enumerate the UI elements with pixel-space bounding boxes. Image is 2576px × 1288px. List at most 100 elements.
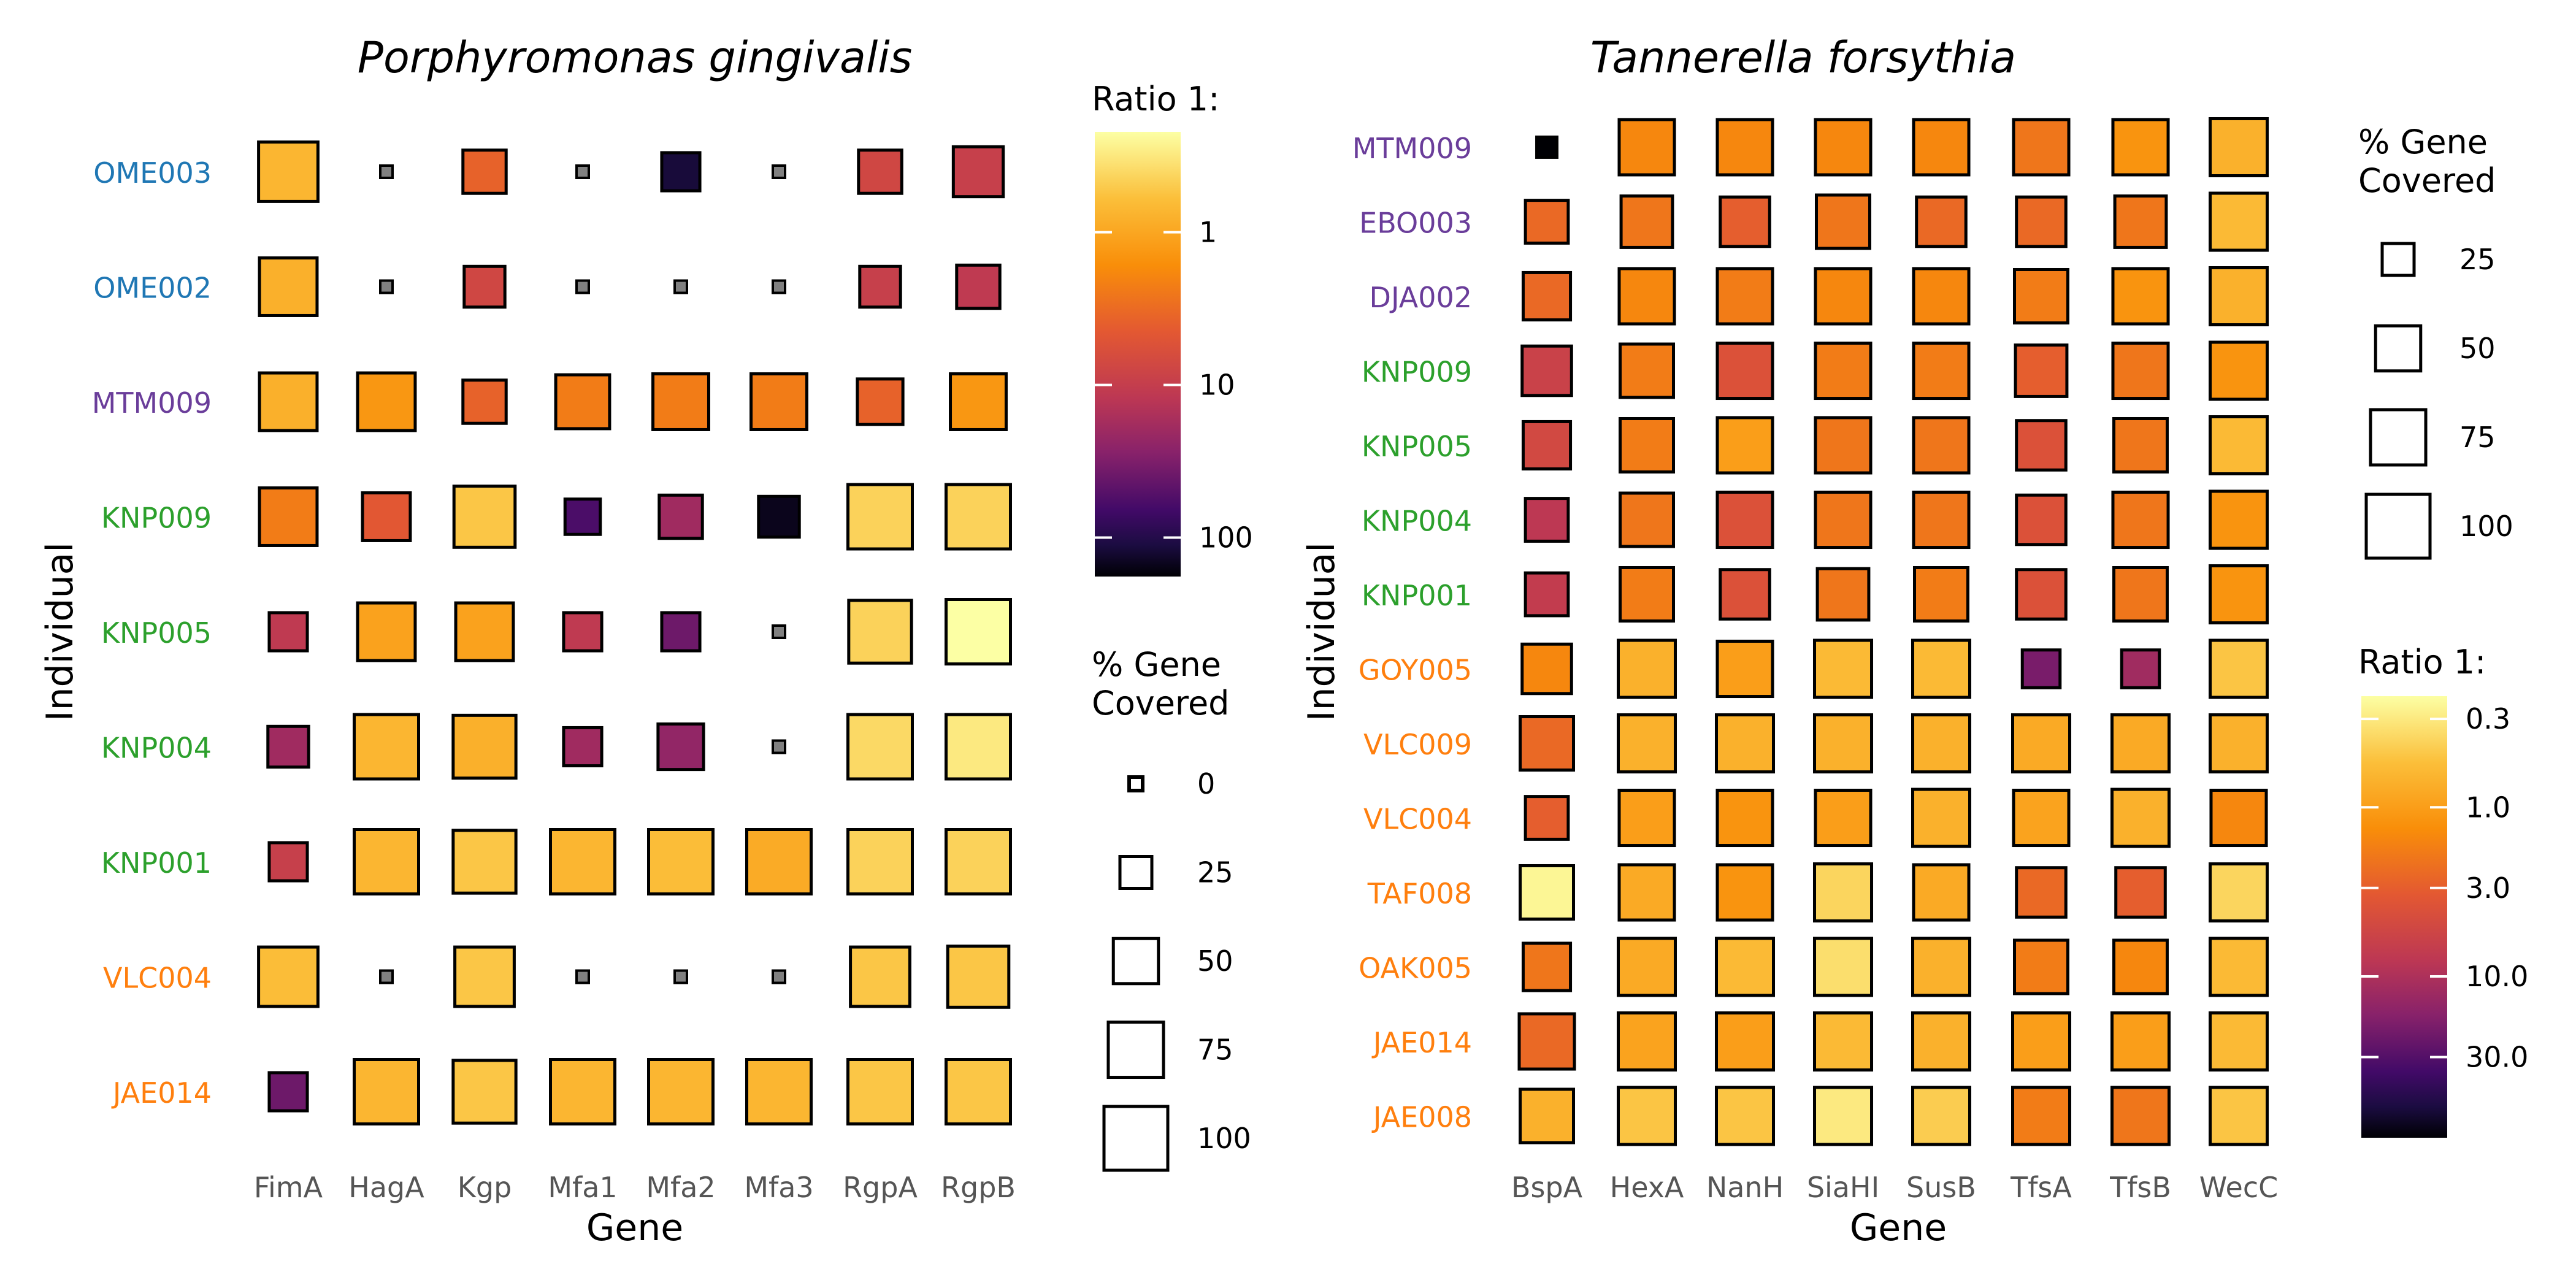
heat-cell <box>772 969 786 984</box>
individual-label: MTM009 <box>1352 132 1472 165</box>
heat-cell <box>451 713 518 780</box>
panel1-individual-labels: OME003 OME002 MTM009 KNP009 KNP005 KNP004 KNP0… <box>92 156 212 1110</box>
heat-cell <box>1812 1011 1874 1072</box>
heat-cell <box>647 1058 715 1125</box>
heat-cell <box>2012 938 2070 995</box>
heat-cell <box>267 1071 309 1113</box>
size-legend-label: 75 <box>1197 1033 1233 1067</box>
heat-cell <box>1616 1086 1677 1146</box>
heat-cell <box>2208 1011 2269 1072</box>
heat-cell <box>1618 342 1676 399</box>
heat-cell <box>575 969 590 984</box>
heat-cell <box>2120 648 2161 689</box>
heat-cell <box>945 1058 1012 1125</box>
heat-cell <box>772 164 786 179</box>
gene-label: Mfa3 <box>744 1171 813 1204</box>
heat-cell <box>453 945 516 1008</box>
heat-cell <box>660 151 702 193</box>
heat-cell <box>1815 567 1871 622</box>
heat-cell <box>1911 638 1972 699</box>
heat-cell <box>258 256 319 317</box>
heat-cell <box>1912 341 1971 401</box>
heat-cell <box>1714 713 1776 774</box>
heat-cell <box>2015 195 2068 248</box>
heat-cell <box>1617 267 1676 326</box>
panel1-size-legend-title-line2: Covered <box>1092 684 1229 723</box>
heat-cell <box>1719 195 1771 248</box>
size-legend-label: 25 <box>1197 856 1233 889</box>
individual-label: KNP001 <box>101 846 212 880</box>
heat-cell <box>1714 1011 1776 1072</box>
heat-cell <box>2208 564 2269 625</box>
heat-cell <box>1715 267 1774 326</box>
panel1-color-legend: Ratio 1: 1 10 100 <box>1092 80 1253 577</box>
individual-label: TAF008 <box>1367 877 1472 910</box>
heat-cell <box>1911 713 1972 774</box>
heat-cell <box>1518 715 1576 772</box>
individual-label: OME002 <box>93 272 212 305</box>
heat-cell <box>1911 937 1972 997</box>
heat-cell <box>945 828 1012 895</box>
heat-cell <box>2112 938 2169 995</box>
heat-cell <box>379 164 394 179</box>
panel1-color-legend-title: Ratio 1: <box>1092 80 1219 118</box>
gene-label: Mfa2 <box>646 1171 715 1204</box>
heat-cell <box>1715 118 1774 177</box>
heat-cell <box>1617 863 1676 922</box>
gene-label: RgpA <box>843 1171 918 1204</box>
heat-cell <box>846 828 914 895</box>
heat-cell <box>945 483 1012 551</box>
heat-cell <box>1618 565 1676 623</box>
panel2-size-legend-title-line2: Covered <box>2358 161 2496 200</box>
heat-cell <box>1715 341 1774 401</box>
heat-cell <box>2111 118 2170 177</box>
gene-label: Kgp <box>458 1171 512 1204</box>
panel2-x-axis-label: Gene <box>1850 1206 1947 1249</box>
heat-cell <box>451 1059 518 1125</box>
heat-cell <box>1814 267 1873 326</box>
heat-cell <box>2011 713 2072 774</box>
heat-cell <box>1617 788 1676 848</box>
panel2-size-legend-title-line1: % Gene <box>2358 123 2488 161</box>
size-legend-key <box>2380 242 2416 277</box>
heat-cell <box>2114 866 2167 919</box>
gene-label: TfsA <box>2010 1171 2072 1204</box>
heat-cell <box>673 279 688 294</box>
colorbar-tick-label: 1.0 <box>2466 791 2510 824</box>
heat-cell <box>857 148 903 195</box>
heat-cell <box>647 828 715 895</box>
heat-cell <box>1812 1086 1874 1146</box>
heat-cell <box>2012 788 2071 848</box>
heat-cell <box>749 372 808 431</box>
gene-label: TfsB <box>2109 1171 2171 1204</box>
heat-cell <box>772 739 786 754</box>
panel1-colorbar <box>1095 132 1181 577</box>
heat-cell <box>1911 1086 1972 1146</box>
colorbar-tick-label: 1 <box>1199 216 1217 249</box>
individual-label: KNP009 <box>101 502 212 535</box>
panel2-colorbar <box>2361 696 2447 1138</box>
heat-cell <box>462 264 507 309</box>
heat-cell <box>1520 642 1573 696</box>
heat-cell <box>2208 191 2269 252</box>
size-legend-label: 100 <box>2459 510 2513 543</box>
heat-cell <box>451 829 518 895</box>
heat-cell <box>945 598 1012 665</box>
panel-tannerella: Tannerella forsythia Individual Gene MTM… <box>1300 33 2528 1249</box>
heat-cell <box>1521 420 1573 471</box>
panel2-y-axis-label: Individual <box>1300 542 1343 721</box>
colorbar-tick-label: 3.0 <box>2466 872 2510 905</box>
heat-cell <box>1619 194 1674 249</box>
size-legend-key <box>1118 855 1154 890</box>
heat-cell <box>1715 490 1774 550</box>
colorbar-tick-label: 0.3 <box>2466 702 2510 735</box>
individual-label: KNP005 <box>101 616 212 650</box>
heat-cell <box>2111 490 2170 550</box>
heat-cell <box>946 945 1011 1009</box>
heat-cell <box>1912 565 1970 623</box>
heat-cell <box>2112 565 2169 623</box>
individual-label: OME003 <box>93 156 212 190</box>
heat-cell <box>1715 416 1774 475</box>
individual-label: VLC004 <box>1363 803 1472 836</box>
heat-cell <box>2012 267 2070 325</box>
